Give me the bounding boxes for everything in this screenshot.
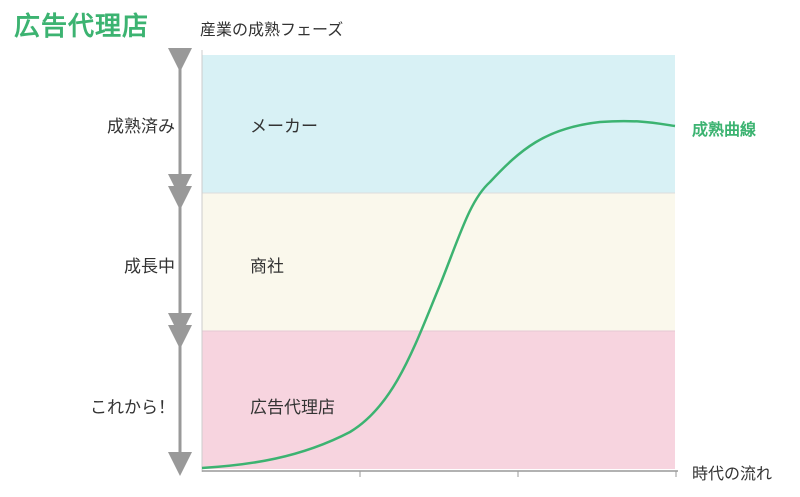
band-upcoming (202, 331, 675, 469)
x-axis-label: 時代の流れ (692, 464, 773, 483)
phase-label-upcoming: これから！ (90, 398, 175, 418)
phase-label-growing: 成長中 (124, 257, 175, 277)
band-growing (202, 193, 675, 331)
band-mature (202, 55, 675, 193)
band-label-agency: 広告代理店 (250, 398, 335, 418)
y-axis-label: 産業の成熟フェーズ (200, 20, 344, 39)
maturity-curve (201, 119, 676, 470)
band-label-maker: メーカー (250, 117, 318, 137)
band-label-trading: 商社 (250, 257, 284, 277)
curve-label: 成熟曲線 (692, 120, 757, 139)
page-title: 広告代理店 (14, 12, 150, 42)
phase-label-mature: 成熟済み (107, 117, 175, 137)
